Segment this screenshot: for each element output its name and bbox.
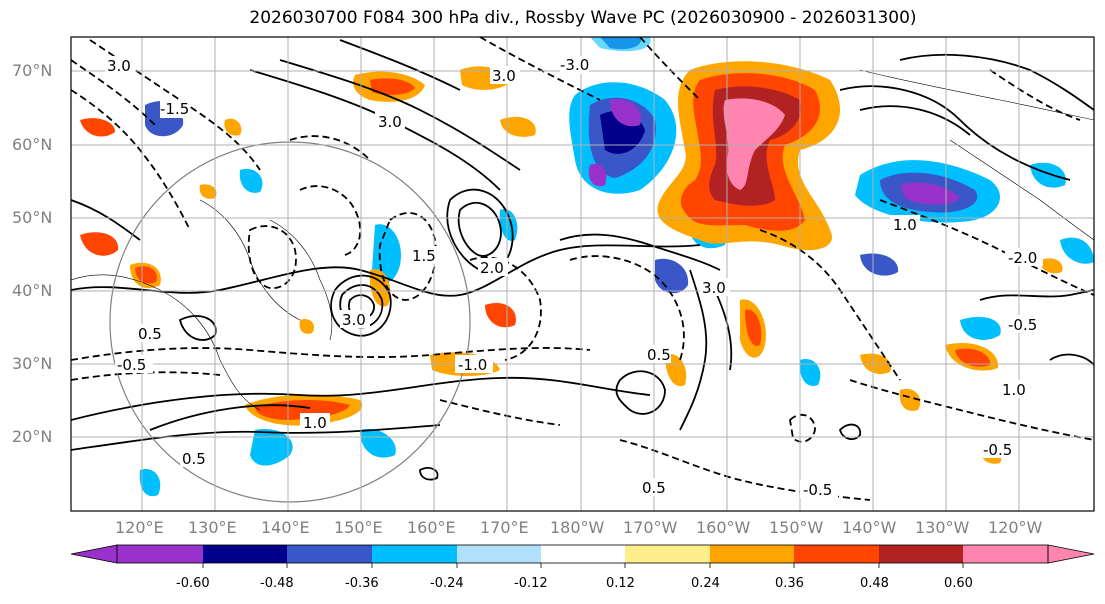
- divergence-shading: [80, 37, 1094, 497]
- lat-label: 60°N: [12, 135, 53, 154]
- colorbar-extend-high: [1047, 544, 1095, 564]
- contour-label: 2.0: [480, 259, 504, 277]
- colorbar-tick-label: 0.60: [944, 576, 973, 591]
- contour-label: -1.0: [458, 356, 487, 374]
- colorbar-tick-label: -0.24: [430, 576, 464, 591]
- colorbar-tick-label: -0.36: [345, 576, 379, 591]
- contour-label: 3.0: [342, 311, 366, 329]
- lon-label: 120°W: [988, 518, 1043, 537]
- lon-label: 140°E: [261, 518, 310, 537]
- lon-label: 160°W: [696, 518, 751, 537]
- contour-label: 3.0: [702, 279, 726, 297]
- contour-lines: [71, 39, 1094, 481]
- lon-label: 160°E: [407, 518, 456, 537]
- contour-label: -0.5: [803, 481, 832, 499]
- plot-frame: [70, 36, 1095, 512]
- lon-label: 150°W: [769, 518, 824, 537]
- contour-label: 0.5: [647, 346, 671, 364]
- lon-label: 130°W: [915, 518, 970, 537]
- lon-label: 170°W: [623, 518, 678, 537]
- contour-label: 0.5: [182, 450, 206, 468]
- map-title: 2026030700 F084 300 hPa div., Rossby Wav…: [249, 8, 917, 28]
- lat-label: 20°N: [12, 427, 53, 446]
- contour-label: 3.0: [378, 113, 402, 131]
- contour-label: 0.5: [138, 325, 162, 343]
- lon-label: 120°E: [115, 518, 164, 537]
- contour-label: 1.0: [893, 216, 917, 234]
- contour-label: 1.0: [1002, 381, 1026, 399]
- colorbar-tick-label: 0.36: [775, 576, 804, 591]
- contour-label: 1.0: [303, 414, 327, 432]
- projection-circle: [109, 141, 471, 503]
- coastlines: [71, 69, 1094, 411]
- contour-label: 3.0: [107, 57, 131, 75]
- colorbar-tick-label: -0.60: [176, 576, 210, 591]
- contour-label: -3.0: [560, 56, 590, 74]
- lat-label: 30°N: [12, 354, 53, 373]
- lon-label: 170°E: [480, 518, 529, 537]
- colorbar-tick-label: -0.12: [514, 576, 548, 591]
- colorbar-tick-label: 0.48: [860, 576, 889, 591]
- contour-label: 1.5: [412, 247, 436, 265]
- contour-label: -1.5: [160, 100, 190, 118]
- contour-label: 0.5: [642, 479, 666, 497]
- gridlines: [71, 37, 1094, 511]
- contour-label: -2.0: [1008, 249, 1037, 267]
- lat-label: 40°N: [12, 281, 53, 300]
- lon-label: 140°W: [842, 518, 897, 537]
- lat-label: 50°N: [12, 208, 53, 227]
- lon-label: 130°E: [188, 518, 237, 537]
- contour-label-group: 3.0 0.5 1.0 2.0 1.5 -0.5 -1.0 -2.0 3.0 3…: [105, 56, 1043, 499]
- contour-label: -0.5: [117, 356, 146, 374]
- colorbar-extend-low: [70, 544, 118, 564]
- colorbar: [70, 544, 1095, 568]
- lon-label: 150°E: [334, 518, 383, 537]
- contour-label: 3.0: [492, 67, 516, 85]
- colorbar-tick-label: 0.12: [606, 576, 635, 591]
- contour-label: -0.5: [1008, 316, 1037, 334]
- contour-label: -0.5: [983, 441, 1012, 459]
- colorbar-tick-label: -0.48: [260, 576, 294, 591]
- colorbar-tick-label: 0.24: [691, 576, 720, 591]
- lat-label: 70°N: [12, 61, 53, 80]
- lon-label: 180°W: [550, 518, 605, 537]
